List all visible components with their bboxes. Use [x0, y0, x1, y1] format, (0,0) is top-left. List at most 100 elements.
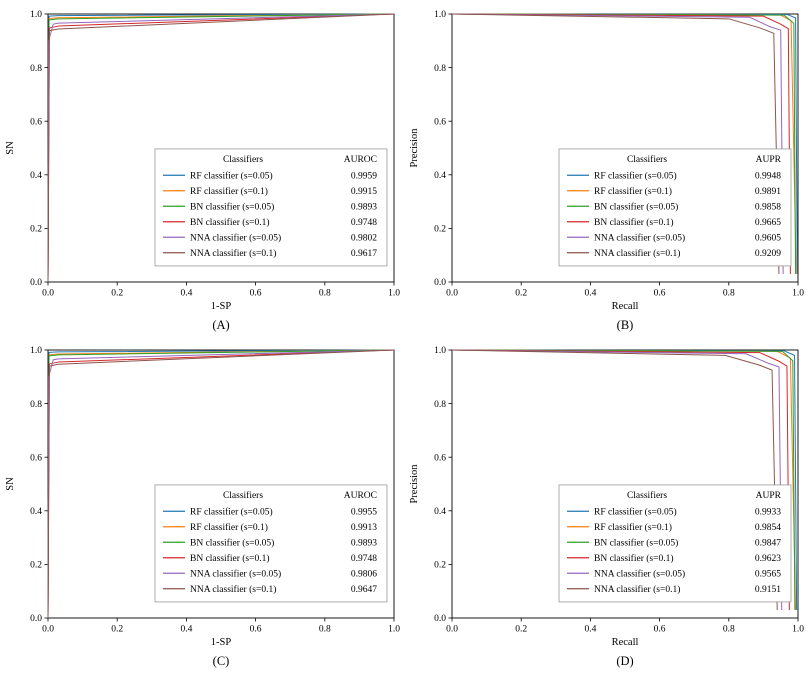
legend-label-0: RF classifier (s=0.05) [190, 170, 273, 181]
legend-value-3: 0.9665 [755, 218, 781, 228]
legend-header-classifiers: Classifiers [223, 490, 263, 501]
legend-header-metric: AUPR [756, 491, 782, 501]
legend-label-0: RF classifier (s=0.05) [594, 506, 677, 517]
legend-label-3: BN classifier (s=0.1) [594, 553, 674, 564]
x-tick-label: 0.4 [584, 625, 596, 635]
x-tick-label: 0.4 [180, 289, 192, 299]
x-tick-label: 0.0 [446, 289, 458, 299]
legend-value-1: 0.9915 [351, 187, 377, 197]
y-tick-label: 0.0 [434, 278, 446, 288]
legend-value-2: 0.9893 [351, 202, 377, 212]
y-tick-label: 0.4 [30, 507, 42, 517]
y-tick-label: 0.4 [434, 171, 446, 181]
legend-value-1: 0.9854 [755, 523, 781, 533]
series-line-3 [451, 349, 790, 610]
y-tick-label: 0.4 [30, 171, 42, 181]
legend-label-1: RF classifier (s=0.1) [594, 186, 672, 197]
y-tick-label: 0.0 [30, 614, 42, 624]
legend-value-2: 0.9893 [351, 538, 377, 548]
y-tick-label: 0.8 [434, 64, 446, 74]
chart-panel-C: 0.0 0.2 0.4 0.6 0.8 1.0 0.0 0.2 0.4 0.6 0.8 1.0 1-SP… [5, 346, 400, 668]
legend-label-0: RF classifier (s=0.05) [594, 170, 677, 181]
y-tick-label: 0.0 [434, 614, 446, 624]
y-axis-label: Precision [409, 128, 420, 168]
y-axis-label: Precision [409, 464, 420, 504]
y-tick-label: 1.0 [30, 10, 42, 20]
x-axis-label: 1-SP [211, 637, 232, 648]
legend-header-classifiers: Classifiers [627, 490, 667, 501]
series-line-5 [47, 13, 395, 283]
chart-panel-D: 0.0 0.2 0.4 0.6 0.8 1.0 0.0 0.2 0.4 0.6 0.8 1.0 Reca… [409, 346, 804, 668]
legend-header-classifiers: Classifiers [223, 154, 263, 165]
y-tick-label: 0.8 [30, 64, 42, 74]
panel-A-roc-chart: 0.0 0.2 0.4 0.6 0.8 1.0 0.0 0.2 0.4 0.6 0.8 1.0 1-SP… [0, 0, 404, 336]
legend-value-0: 0.9955 [351, 507, 377, 517]
legend-value-0: 0.9959 [351, 171, 377, 181]
series-line-5 [47, 349, 395, 619]
x-tick-label: 0.2 [111, 625, 123, 635]
x-tick-label: 1.0 [792, 289, 804, 299]
legend-value-4: 0.9605 [755, 233, 781, 243]
legend-value-4: 0.9806 [351, 569, 377, 579]
legend-label-0: RF classifier (s=0.05) [190, 506, 273, 517]
panel-caption: (A) [212, 318, 229, 332]
y-tick-label: 0.8 [434, 400, 446, 410]
legend-box [558, 148, 792, 267]
y-axis-label: SN [5, 141, 16, 155]
y-tick-label: 1.0 [434, 346, 446, 356]
x-tick-label: 0.8 [319, 289, 331, 299]
series-line-4 [451, 13, 784, 274]
panel-D-pr-chart: 0.0 0.2 0.4 0.6 0.8 1.0 0.0 0.2 0.4 0.6 0.8 1.0 Reca… [404, 336, 808, 672]
x-tick-label: 0.6 [250, 625, 262, 635]
x-axis-label: Recall [612, 301, 639, 312]
legend-box [558, 484, 792, 603]
legend-value-4: 0.9565 [755, 569, 781, 579]
legend-label-1: RF classifier (s=0.1) [190, 522, 268, 533]
x-tick-label: 0.8 [319, 625, 331, 635]
legend-label-4: NNA classifier (s=0.05) [190, 568, 281, 579]
legend-value-1: 0.9913 [351, 523, 377, 533]
y-tick-label: 1.0 [434, 10, 446, 20]
y-tick-label: 1.0 [30, 346, 42, 356]
legend-value-5: 0.9617 [351, 249, 377, 259]
y-tick-label: 0.2 [30, 225, 42, 235]
x-axis-label: 1-SP [211, 301, 232, 312]
y-tick-label: 0.0 [30, 278, 42, 288]
y-tick-label: 0.2 [434, 561, 446, 571]
legend-label-5: NNA classifier (s=0.1) [190, 584, 276, 595]
panel-B-pr-chart: 0.0 0.2 0.4 0.6 0.8 1.0 0.0 0.2 0.4 0.6 0.8 1.0 Reca… [404, 0, 808, 336]
x-tick-label: 1.0 [388, 625, 400, 635]
legend-label-5: NNA classifier (s=0.1) [594, 248, 680, 259]
legend-value-1: 0.9891 [755, 187, 781, 197]
series-line-4 [451, 349, 783, 610]
legend-value-5: 0.9209 [755, 249, 781, 259]
legend-label-3: BN classifier (s=0.1) [190, 553, 270, 564]
x-tick-label: 0.0 [42, 289, 54, 299]
series-line-2 [451, 13, 797, 274]
y-tick-label: 0.2 [30, 561, 42, 571]
x-tick-label: 0.2 [515, 289, 527, 299]
legend-label-3: BN classifier (s=0.1) [594, 217, 674, 228]
legend-box [154, 148, 388, 267]
panel-caption: (C) [213, 654, 230, 668]
legend-header-metric: AUROC [344, 491, 377, 501]
legend-header-classifiers: Classifiers [627, 154, 667, 165]
x-tick-label: 0.8 [723, 289, 735, 299]
chart-panel-B: 0.0 0.2 0.4 0.6 0.8 1.0 0.0 0.2 0.4 0.6 0.8 1.0 Reca… [409, 10, 804, 332]
legend-label-2: BN classifier (s=0.05) [594, 537, 678, 548]
legend-header-metric: AUPR [756, 155, 782, 165]
legend-label-1: RF classifier (s=0.1) [594, 522, 672, 533]
legend-value-3: 0.9748 [351, 554, 377, 564]
panel-caption: (D) [616, 654, 633, 668]
legend-label-2: BN classifier (s=0.05) [190, 537, 274, 548]
series-line-5 [451, 13, 780, 274]
series-line-2 [451, 349, 796, 610]
chart-panel-A: 0.0 0.2 0.4 0.6 0.8 1.0 0.0 0.2 0.4 0.6 0.8 1.0 1-SP… [5, 10, 400, 332]
x-tick-label: 0.6 [250, 289, 262, 299]
x-tick-label: 1.0 [388, 289, 400, 299]
series-line-5 [451, 349, 778, 610]
legend-label-2: BN classifier (s=0.05) [594, 201, 678, 212]
y-tick-label: 0.6 [30, 117, 42, 127]
legend-label-4: NNA classifier (s=0.05) [190, 232, 281, 243]
